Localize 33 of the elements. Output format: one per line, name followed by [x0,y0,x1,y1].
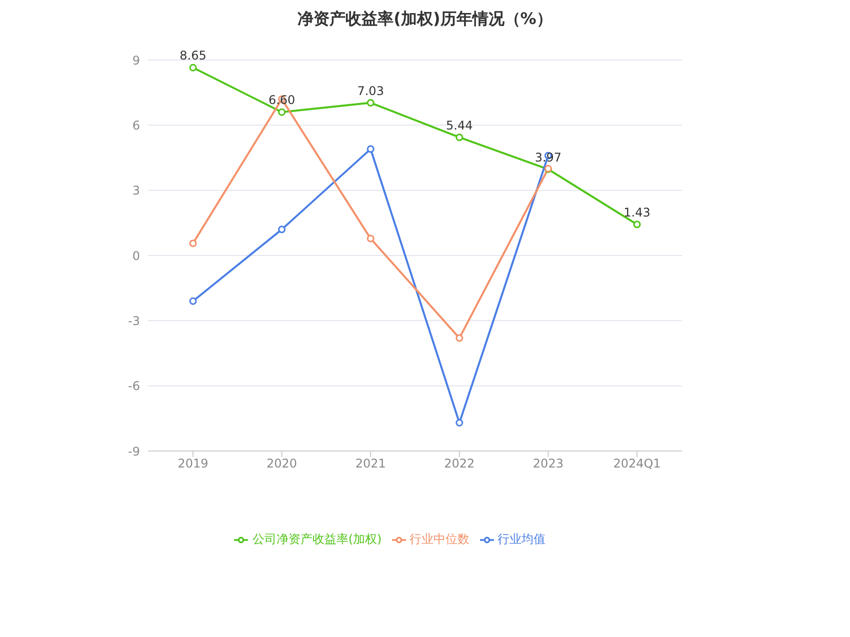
point [456,134,464,142]
point [366,99,374,107]
y-tick-label: -9 [128,444,140,458]
legend-label: 行业中位数 [410,532,470,546]
y-tick-label: 0 [132,248,140,263]
data-label: 8.65 [180,48,206,63]
point [189,297,197,305]
point [278,108,286,116]
point [456,334,464,342]
point [456,419,464,427]
chart-title: 净资产收益率(加权)历年情况（%） [296,8,554,30]
y-tick-label: 9 [132,53,140,68]
point [366,234,374,242]
y-tick-label: -6 [128,379,140,394]
x-tick-label: 2019 [178,456,208,471]
point [189,240,197,248]
y-tick-label: -3 [128,314,140,328]
x-tick-label: 2024Q1 [613,456,661,471]
x-tick-label: 2021 [355,456,386,471]
data-label: 7.03 [357,84,384,98]
x-tick-label: 2023 [532,456,564,471]
legend-label: 公司净资产收益率(加权) [252,532,382,546]
x-tick-label: 2020 [266,456,298,471]
point [366,145,374,153]
x-tick-label: 2022 [444,456,475,471]
y-tick-label: 3 [132,184,140,198]
point [278,226,286,234]
data-label: 5.44 [446,118,473,132]
y-tick-label: 6 [132,118,140,132]
legend-label: 行业均值 [498,532,546,546]
point [633,220,641,228]
data-label: 1.43 [624,205,650,220]
point [189,64,197,72]
